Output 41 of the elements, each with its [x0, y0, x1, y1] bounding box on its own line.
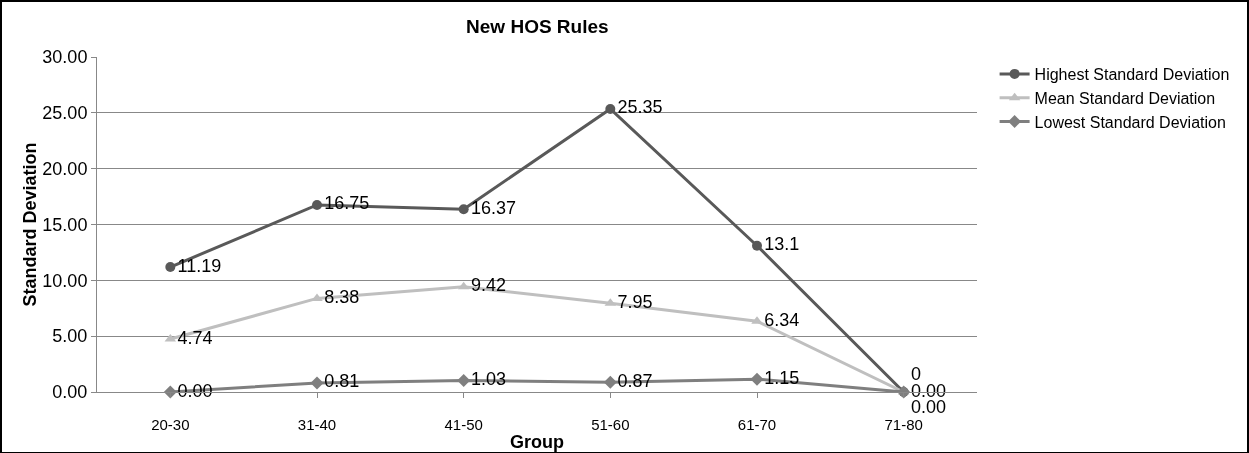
- data-label: 25.35: [617, 97, 663, 118]
- x-tick-label: 20-30: [151, 416, 190, 433]
- data-label: 13.1: [764, 234, 800, 255]
- legend-label: Lowest Standard Deviation: [1034, 113, 1226, 131]
- y-tick-label: 15.00: [42, 214, 88, 235]
- x-tick-label: 31-40: [297, 416, 337, 433]
- y-tick-label: 25.00: [42, 103, 88, 124]
- x-axis-title: Group: [510, 432, 564, 452]
- point: [165, 262, 176, 273]
- data-label: 9.42: [470, 275, 506, 296]
- data-label: 8.38: [324, 286, 360, 307]
- x-tick-label: 61-70: [737, 416, 777, 433]
- x-tick-label: 71-80: [884, 416, 923, 433]
- y-tick-label: 10.00: [42, 270, 88, 291]
- chart-title: New HOS Rules: [466, 16, 609, 38]
- data-label: 11.19: [177, 255, 222, 276]
- point: [750, 372, 764, 386]
- point: [458, 204, 469, 215]
- x-tick-label: 41-50: [444, 416, 483, 433]
- legend-label: Mean Standard Deviation: [1034, 89, 1216, 107]
- data-label: 7.95: [617, 291, 653, 312]
- y-tick-label: 20.00: [42, 158, 88, 179]
- point: [605, 103, 616, 114]
- y-tick-label: 0.00: [52, 382, 88, 403]
- legend-label: Highest Standard Deviation: [1034, 66, 1230, 84]
- y-tick-label: 30.00: [42, 47, 88, 68]
- data-label: 4.74: [177, 327, 213, 348]
- point: [312, 199, 322, 210]
- data-label: 6.34: [764, 309, 800, 330]
- x-tick-label: 51-60: [591, 416, 630, 433]
- data-label: 0.87: [617, 370, 653, 391]
- y-tick-label: 5.00: [52, 326, 88, 347]
- point: [752, 240, 762, 251]
- y-axis-title: Standard Deviation: [20, 142, 41, 307]
- data-label: 0.81: [324, 371, 360, 392]
- data-label: 1.03: [470, 369, 506, 389]
- point: [457, 374, 471, 387]
- data-label: 16.37: [470, 197, 516, 218]
- data-label: 1.15: [764, 367, 800, 388]
- point: [310, 376, 324, 390]
- point: [603, 375, 617, 389]
